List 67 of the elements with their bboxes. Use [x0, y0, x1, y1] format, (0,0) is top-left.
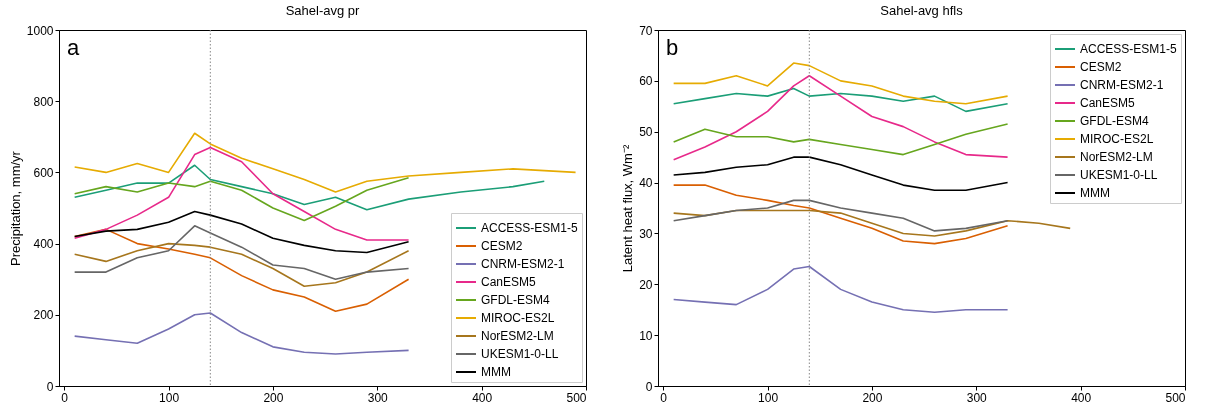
x-tick-label: 400	[472, 390, 493, 405]
line-series	[672, 62, 1009, 105]
line-series	[73, 228, 410, 313]
legend-label: CNRM-ESM2-1	[481, 257, 565, 271]
legend-label: ACCESS-ESM1-5	[1080, 42, 1178, 56]
line-series	[73, 210, 410, 254]
line-series	[73, 132, 577, 193]
x-tick-label: 0	[61, 390, 69, 405]
chart-title: Sahel-avg pr	[285, 3, 361, 18]
y-tick-label: 1000	[26, 23, 54, 38]
x-tick-label: 100	[159, 390, 180, 405]
legend-label: CESM2	[1080, 60, 1122, 74]
x-tick-label: 200	[862, 390, 883, 405]
annotation: b	[666, 35, 679, 60]
line-series	[73, 146, 410, 241]
line-series	[672, 265, 1009, 314]
y-tick-label: 0	[46, 379, 54, 394]
x-tick-label: 500	[1165, 390, 1186, 405]
line-series	[672, 74, 1009, 161]
legend-label: GFDL-ESM4	[481, 293, 550, 307]
line-series	[672, 156, 1009, 191]
line-series	[672, 199, 1009, 232]
y-axis-title: Latent heat flux, Wm⁻²	[620, 144, 636, 273]
y-tick-label: 60	[639, 74, 653, 89]
x-tick-label: 400	[1071, 390, 1092, 405]
y-tick-label: 20	[639, 277, 653, 292]
line-series	[672, 184, 1009, 245]
y-tick-label: 10	[639, 328, 653, 343]
x-tick-label: 500	[566, 390, 587, 405]
legend-label: NorESM2-LM	[481, 329, 554, 343]
y-tick-label: 600	[33, 165, 54, 180]
y-tick-label: 400	[33, 237, 54, 252]
legend-label: MIROC-ES2L	[481, 311, 555, 325]
x-tick-label: 200	[263, 390, 284, 405]
legend-label: NorESM2-LM	[1080, 150, 1153, 164]
y-axis-title: Precipitation, mm/yr	[7, 150, 23, 266]
y-tick-label: 30	[639, 226, 653, 241]
line-series	[73, 312, 410, 355]
line-series	[672, 87, 1009, 113]
y-tick-label: 40	[639, 176, 653, 191]
chart-title: Sahel-avg hfls	[880, 3, 964, 18]
legend-label: UKESM1-0-LL	[481, 347, 559, 361]
line-series	[672, 123, 1009, 156]
legend-label: CNRM-ESM2-1	[1080, 78, 1164, 92]
y-tick-label: 800	[33, 94, 54, 109]
y-tick-label: 70	[639, 23, 653, 38]
legend-label: MMM	[481, 365, 511, 379]
line-series	[73, 164, 546, 211]
legend-label: GFDL-ESM4	[1080, 114, 1149, 128]
line-series	[73, 225, 410, 280]
legend-label: CanESM5	[481, 275, 537, 289]
legend-label: CanESM5	[1080, 96, 1136, 110]
line-series	[73, 242, 410, 288]
line-series	[73, 176, 410, 222]
legend-label: UKESM1-0-LL	[1080, 168, 1158, 182]
x-tick-label: 300	[367, 390, 389, 405]
legend-label: MIROC-ES2L	[1080, 132, 1154, 146]
y-tick-label: 200	[33, 308, 54, 323]
x-tick-label: 0	[660, 390, 668, 405]
x-tick-label: 300	[966, 390, 988, 405]
x-tick-label: 100	[758, 390, 779, 405]
y-tick-label: 0	[645, 379, 653, 394]
legend-label: CESM2	[481, 239, 523, 253]
legend-label: ACCESS-ESM1-5	[481, 221, 579, 235]
legend-label: MMM	[1080, 186, 1110, 200]
y-tick-label: 50	[639, 125, 653, 140]
annotation: a	[67, 35, 80, 60]
